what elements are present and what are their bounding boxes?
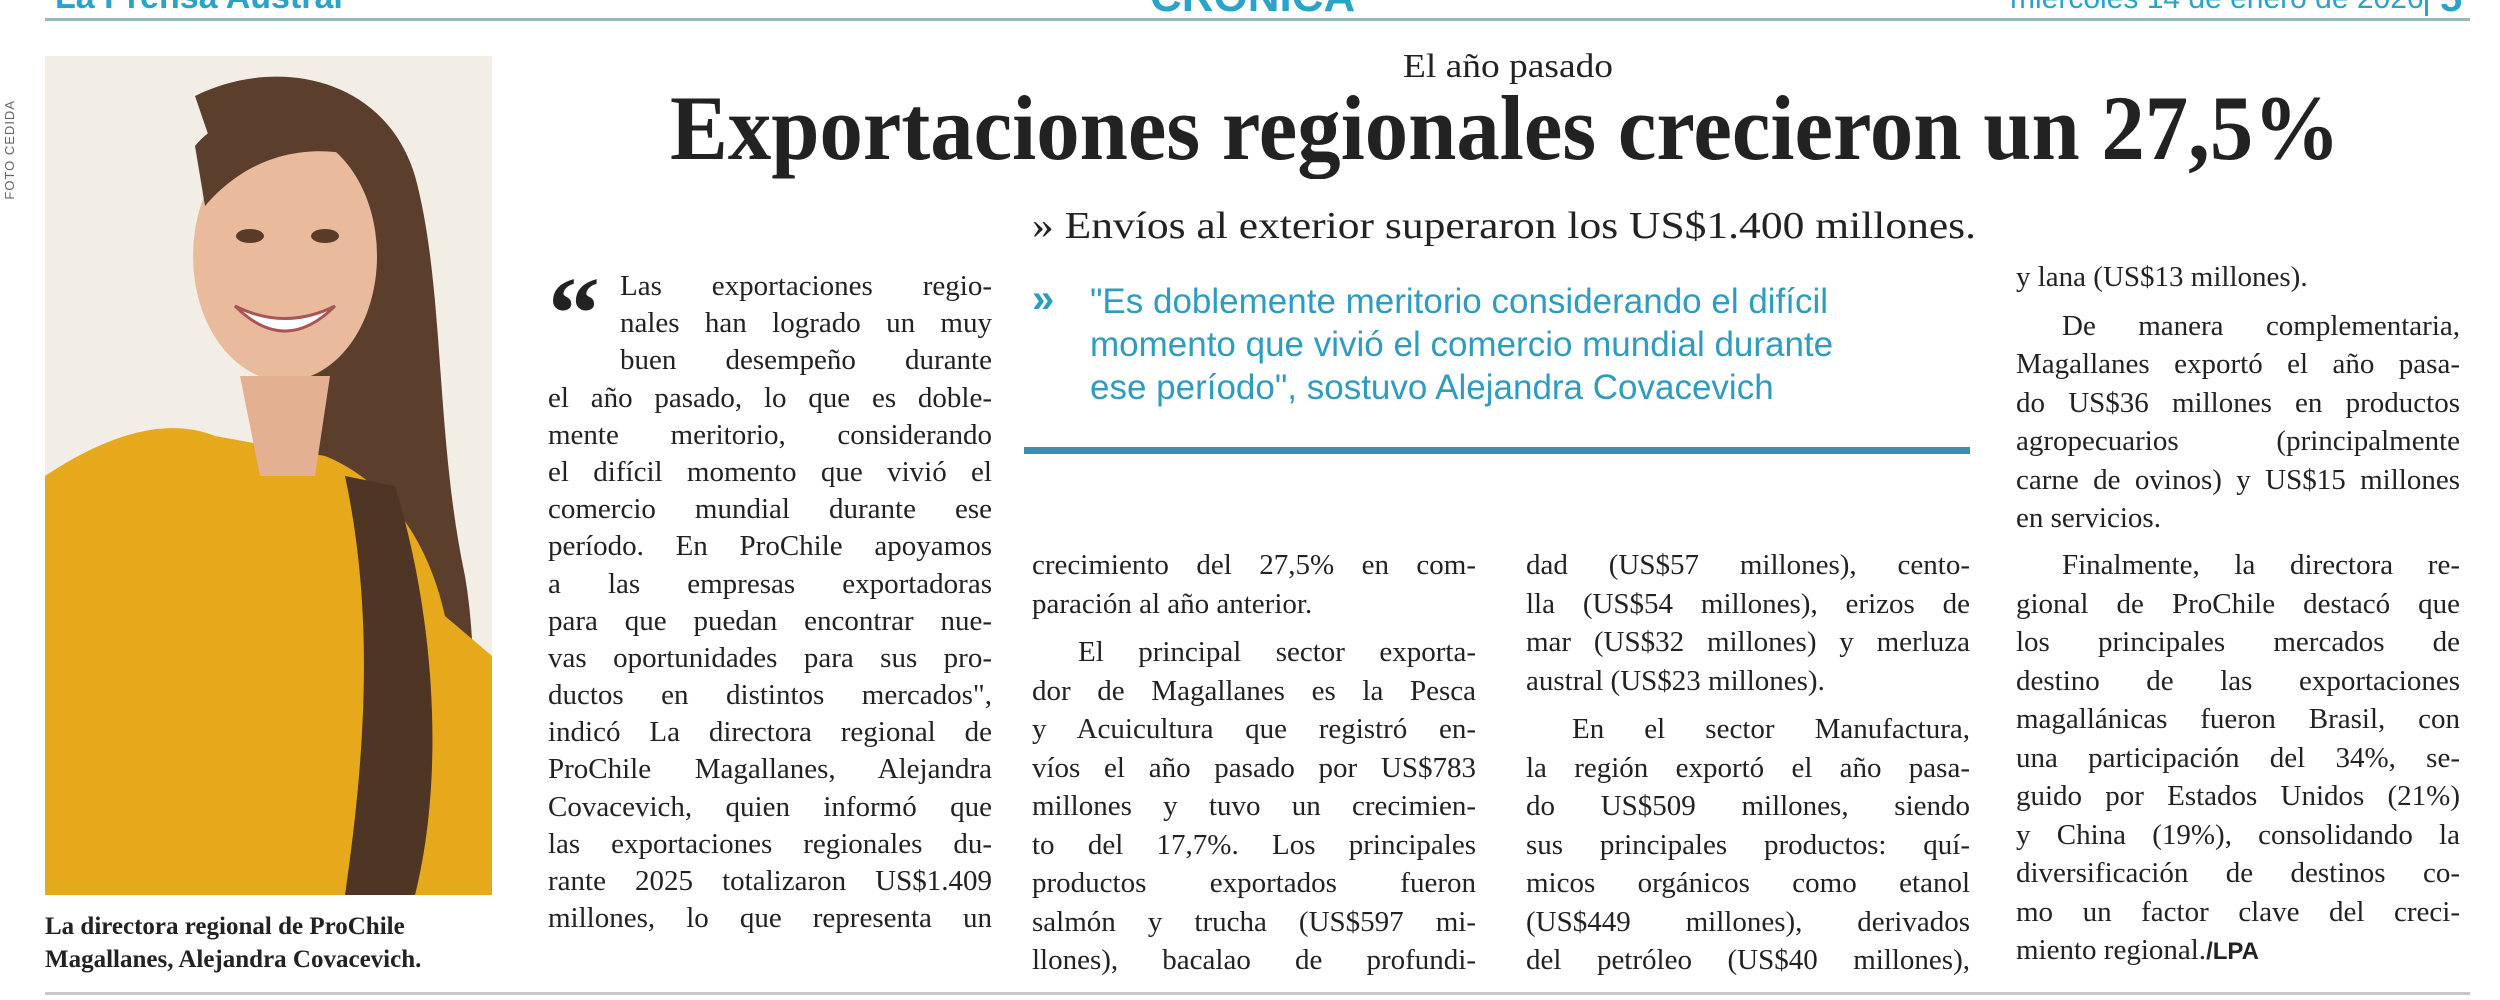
- text-line: agropecuarios (principalmente: [2016, 425, 2460, 457]
- paragraph: crecimiento del 27,5% en com-paración al…: [1032, 546, 1476, 623]
- kicker: El año pasado: [1403, 48, 1613, 85]
- text-line: Finalmente, la directora re-: [2062, 549, 2460, 581]
- text-line: do US$509 millones, siendo: [1526, 790, 1970, 822]
- text-line: lla (US$54 millones), erizos de: [1526, 587, 1970, 620]
- pull-quote-line: "Es doblemente meritorio considerando el…: [1090, 282, 1829, 321]
- article-column-2: crecimiento del 27,5% en com-paración al…: [1032, 546, 1476, 990]
- text-line: los principales mercados de: [2016, 626, 2460, 658]
- text-line: ductos en distintos mercados",: [548, 679, 992, 712]
- portrait-photo: [45, 56, 492, 896]
- caption-line: La directora regional de ProChile: [45, 913, 405, 940]
- text-line: del petróleo (US$40 millones),: [1526, 944, 1970, 976]
- text-line: nales han logrado un muy: [620, 307, 992, 340]
- paragraph: En el sector Manufactura, la región expor…: [1526, 710, 1970, 980]
- text-line: mar (US$32 millones) y merluza: [1526, 626, 1970, 658]
- text-line: el año pasado, lo que es doble-: [548, 381, 992, 414]
- text-line: buen desempeño durante: [620, 344, 992, 377]
- double-chevron-right-icon: »: [1032, 277, 1055, 321]
- pull-quote-line: momento que vivió el comercio mundial du…: [1090, 325, 1834, 364]
- page-bottom-rule: [45, 992, 2470, 995]
- text-line: para que puedan encontrar nue-: [548, 604, 992, 637]
- text-line: rante 2025 totalizaron US$1.409: [548, 865, 992, 897]
- pull-quote-line: ese período", sostuvo Alejandra Covacevi…: [1090, 368, 1774, 407]
- text-line: do US$36 millones en productos: [2016, 386, 2460, 419]
- paragraph: Las exportaciones regio-nales han lograd…: [548, 268, 992, 937]
- page-number: 5: [2440, 0, 2462, 21]
- text-line: salmón y trucha (US$597 mi-: [1032, 905, 1476, 938]
- text-line: guido por Estados Unidos (21%): [2016, 780, 2460, 812]
- text-line: productos exportados fueron: [1032, 867, 1476, 899]
- text-line: la región exportó el año pasa-: [1526, 751, 1970, 784]
- photo-caption: La directora regional de ProChile Magall…: [45, 910, 505, 976]
- text-line: Magallanes exportó el año pasa-: [2016, 348, 2460, 380]
- text-line: vas oportunidades para sus pro-: [548, 641, 992, 674]
- text-line: diversificación de destinos co-: [2016, 857, 2460, 889]
- header-rule: [45, 18, 2470, 21]
- article-column-1: Las exportaciones regio-nales han lograd…: [548, 268, 992, 947]
- text-line: millones y tuvo un crecimien-: [1032, 790, 1476, 822]
- text-line: comercio mundial durante ese: [548, 493, 992, 526]
- text-line: llones), bacalao de profundi-: [1032, 944, 1476, 976]
- headline: Exportaciones regionales crecieron un 27…: [670, 77, 2340, 179]
- text-line: ProChile Magallanes, Alejandra: [548, 753, 992, 786]
- text-line: De manera complementaria,: [2062, 309, 2460, 342]
- pull-quote-rule: [1024, 447, 1970, 454]
- section-name: CRÓNICA: [1150, 0, 1355, 22]
- text-line: sus principales productos: quí-: [1526, 828, 1970, 861]
- text-line: El principal sector exporta-: [1078, 636, 1476, 668]
- publication-name: La Prensa Austral: [55, 0, 343, 17]
- text-line: período. En ProChile apoyamos: [548, 530, 992, 563]
- text-line: el difícil momento que vivió el: [548, 455, 992, 488]
- caption-line: Magallanes, Alejandra Covacevich.: [45, 946, 422, 973]
- photo-credit: FOTO CEDIDA: [2, 100, 17, 200]
- opening-quote-mark-icon: “: [548, 256, 600, 371]
- text-line: Covacevich, quien informó que: [548, 790, 992, 823]
- paragraph: Finalmente, la directora re-gional de Pr…: [2016, 546, 2460, 970]
- text-line: En el sector Manufactura,: [1572, 713, 1970, 745]
- article-column-3: dad (US$57 millones), cento-lla (US$54 m…: [1526, 546, 1970, 990]
- text-line: indicó La directora regional de: [548, 716, 992, 749]
- text-line: víos el año pasado por US$783: [1032, 751, 1476, 784]
- text-line: millones, lo que representa un: [548, 902, 992, 935]
- text-line: dor de Magallanes es la Pesca: [1032, 674, 1476, 707]
- text-line: paración al año anterior.: [1032, 587, 1313, 620]
- text-line: destino de las exportaciones: [2016, 664, 2460, 697]
- paragraph: dad (US$57 millones), cento-lla (US$54 m…: [1526, 546, 1970, 700]
- text-line: magallánicas fueron Brasil, con: [2016, 703, 2460, 735]
- author-signature: /LPA: [2206, 938, 2259, 965]
- pull-quote: » "Es doblemente meritorio considerando …: [1032, 277, 1982, 409]
- text-line: crecimiento del 27,5% en com-: [1032, 549, 1476, 581]
- text-line: Las exportaciones regio-: [620, 270, 992, 302]
- text-line: a las empresas exportadoras: [548, 567, 992, 600]
- article-column-4-top: y lana (US$13 millones). De manera comple…: [2016, 258, 2460, 548]
- paragraph: y lana (US$13 millones).: [2016, 258, 2460, 297]
- text-line: (US$449 millones), derivados: [1526, 905, 1970, 938]
- text-line: en servicios.: [2016, 502, 2161, 534]
- text-line: y Acuicultura que registró en-: [1032, 713, 1476, 745]
- text-line: mo un factor clave del creci-: [2016, 895, 2460, 928]
- text-line: micos orgánicos como etanol: [1526, 867, 1970, 899]
- header-divider: [2425, 0, 2428, 16]
- text-line: austral (US$23 millones).: [1526, 664, 1825, 697]
- text-line: mente meritorio, considerando: [548, 418, 992, 451]
- text-line: y lana (US$13 millones).: [2016, 261, 2308, 293]
- text-line: dad (US$57 millones), cento-: [1526, 549, 1970, 581]
- text-line: to del 17,7%. Los principales: [1032, 828, 1476, 861]
- text-line: una participación del 34%, se-: [2016, 741, 2460, 774]
- text-line: miento regional./LPA: [2016, 934, 2259, 966]
- subheadline: » Envíos al exterior superaron los US$1.…: [1032, 205, 1976, 247]
- text-line: carne de ovinos) y US$15 millones: [2016, 463, 2460, 496]
- text-line: y China (19%), consolidando la: [2016, 818, 2460, 851]
- paragraph: De manera complementaria, Magallanes expo…: [2016, 307, 2460, 538]
- text-line: gional de ProChile destacó que: [2016, 587, 2460, 620]
- text-line: las exportaciones regionales du-: [548, 827, 992, 860]
- article-column-4-bottom: Finalmente, la directora re-gional de Pr…: [2016, 546, 2460, 980]
- paragraph: El principal sector exporta-dor de Magal…: [1032, 633, 1476, 980]
- issue-date: miércoles 14 de enero de 2026: [2010, 0, 2424, 16]
